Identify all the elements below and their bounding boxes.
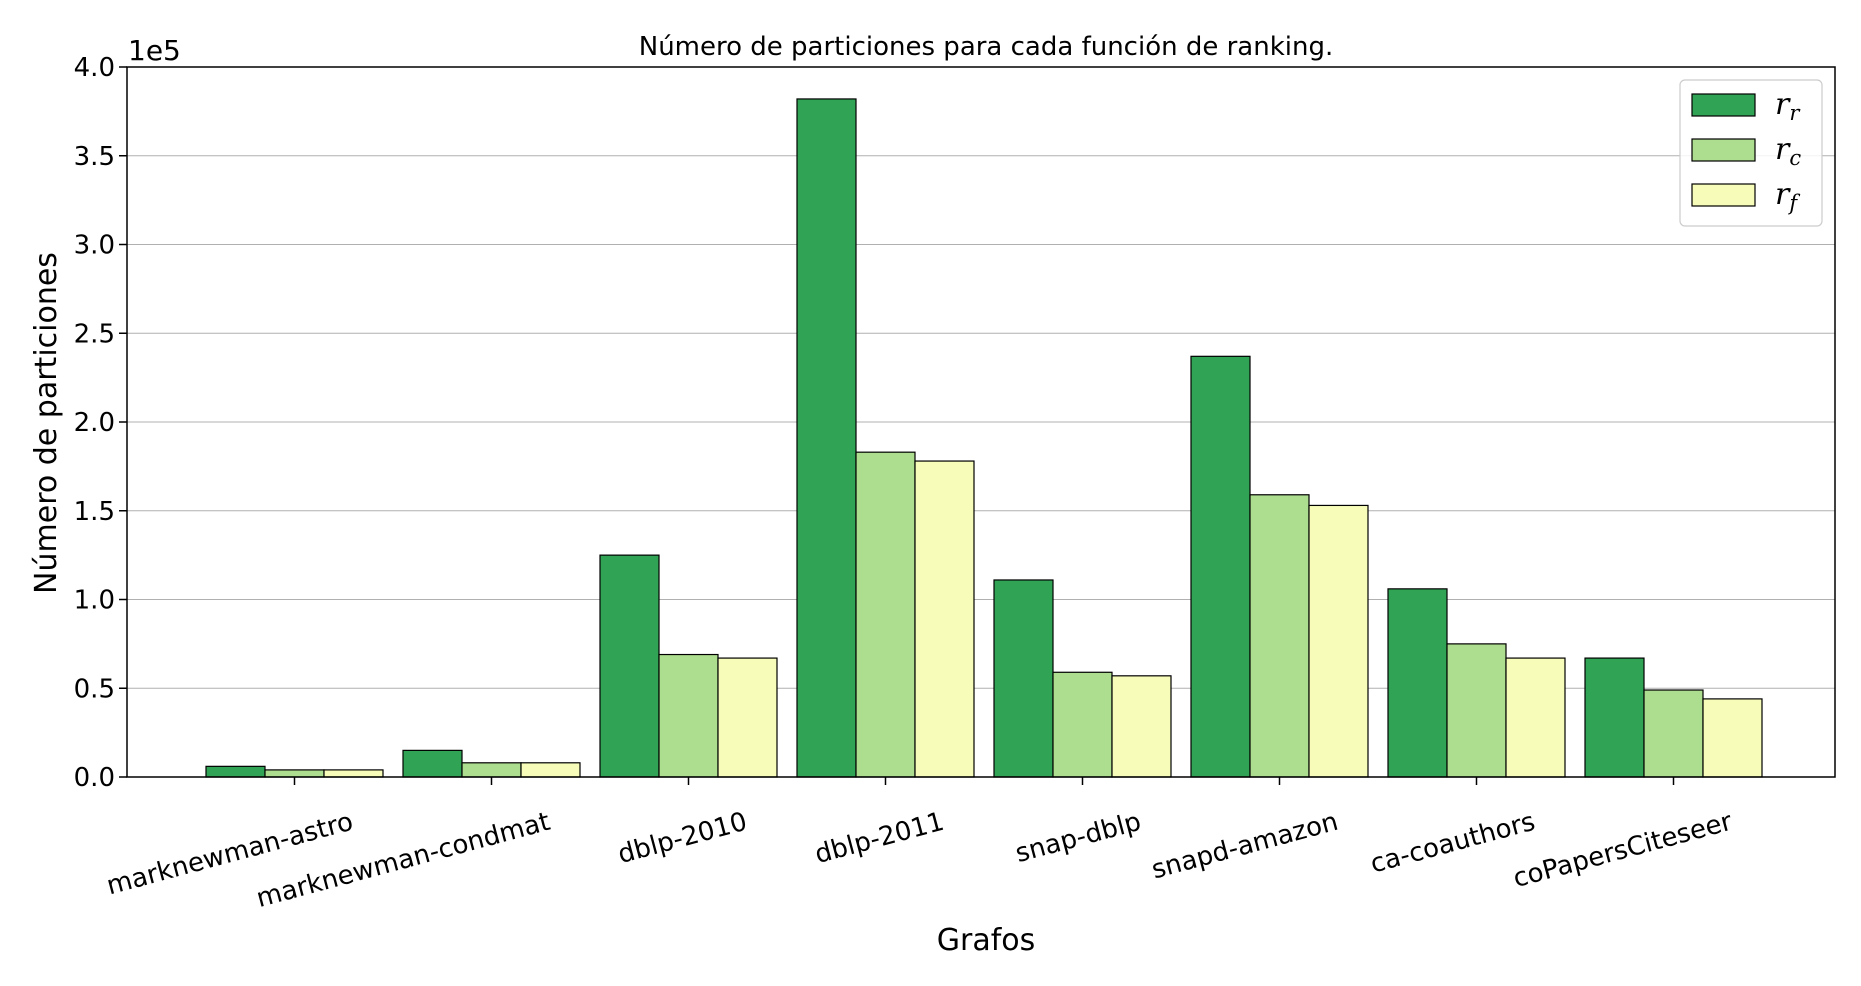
y-axis-offset-label: 1e5 <box>128 34 181 67</box>
bar-ca-coauthors-r <box>1387 588 1448 778</box>
x-tick-label: snap-dblp <box>1012 807 1144 869</box>
y-tick-label: 1.0 <box>74 586 115 616</box>
bar-dblp-2011-r <box>796 98 857 778</box>
y-axis-ticks: 0.0 0.5 1.0 1.5 2.0 2.5 3.0 3.5 4.0 <box>74 53 127 793</box>
x-tick-label: coPapersCiteseer <box>1510 807 1736 894</box>
bar-snapd-amazon-c <box>1249 494 1310 778</box>
legend-swatch <box>1691 183 1756 207</box>
legend-swatch <box>1691 138 1756 162</box>
bar-marknewman-condmat-c <box>461 762 522 778</box>
bar-coPapersCiteseer-f <box>1702 698 1763 778</box>
y-tick-label: 0.5 <box>74 674 115 704</box>
bar-coPapersCiteseer-r <box>1584 657 1645 778</box>
bar-snapd-amazon-r <box>1190 355 1251 778</box>
y-tick-label: 4.0 <box>74 53 115 83</box>
y-tick-label: 3.5 <box>74 142 115 172</box>
bar-coPapersCiteseer-c <box>1643 689 1704 778</box>
x-tick-label: snapd-amazon <box>1148 807 1341 886</box>
y-axis-label: Número de particiones <box>29 252 64 594</box>
y-tick-label: 0.0 <box>74 763 115 793</box>
bars <box>205 98 1763 778</box>
x-tick-label: dblp-2010 <box>615 807 751 870</box>
legend-label: rf <box>1775 177 1800 215</box>
bar-marknewman-condmat-r <box>402 749 463 778</box>
legend-swatch <box>1691 93 1756 117</box>
bar-snap-dblp-f <box>1111 675 1172 778</box>
legend-label: rr <box>1775 87 1801 125</box>
y-tick-label: 2.5 <box>74 319 115 349</box>
bar-dblp-2010-f <box>717 657 778 778</box>
legend: rr rc rf <box>1679 79 1823 227</box>
legend-label: rc <box>1775 132 1801 170</box>
bar-dblp-2011-f <box>914 460 975 778</box>
y-tick-label: 2.0 <box>74 408 115 438</box>
grid-lines <box>127 155 1835 689</box>
chart-title: Número de particiones para cada función … <box>639 32 1333 62</box>
bar-marknewman-astro-f <box>323 769 384 778</box>
bar-dblp-2010-c <box>658 653 719 778</box>
bar-marknewman-astro-r <box>205 765 266 778</box>
bar-marknewman-astro-c <box>264 769 325 778</box>
bar-snap-dblp-r <box>993 579 1054 778</box>
y-tick-label: 3.0 <box>74 231 115 261</box>
bar-ca-coauthors-f <box>1505 657 1566 778</box>
x-tick-label: dblp-2011 <box>812 807 948 870</box>
x-axis-label: Grafos <box>937 923 1036 958</box>
bar-marknewman-condmat-f <box>520 762 581 778</box>
y-tick-label: 1.5 <box>74 497 115 527</box>
bar-ca-coauthors-c <box>1446 643 1507 778</box>
bar-snap-dblp-c <box>1052 671 1113 778</box>
bar-snapd-amazon-f <box>1308 504 1369 778</box>
bar-dblp-2010-r <box>599 554 660 778</box>
bar-dblp-2011-c <box>855 451 916 778</box>
